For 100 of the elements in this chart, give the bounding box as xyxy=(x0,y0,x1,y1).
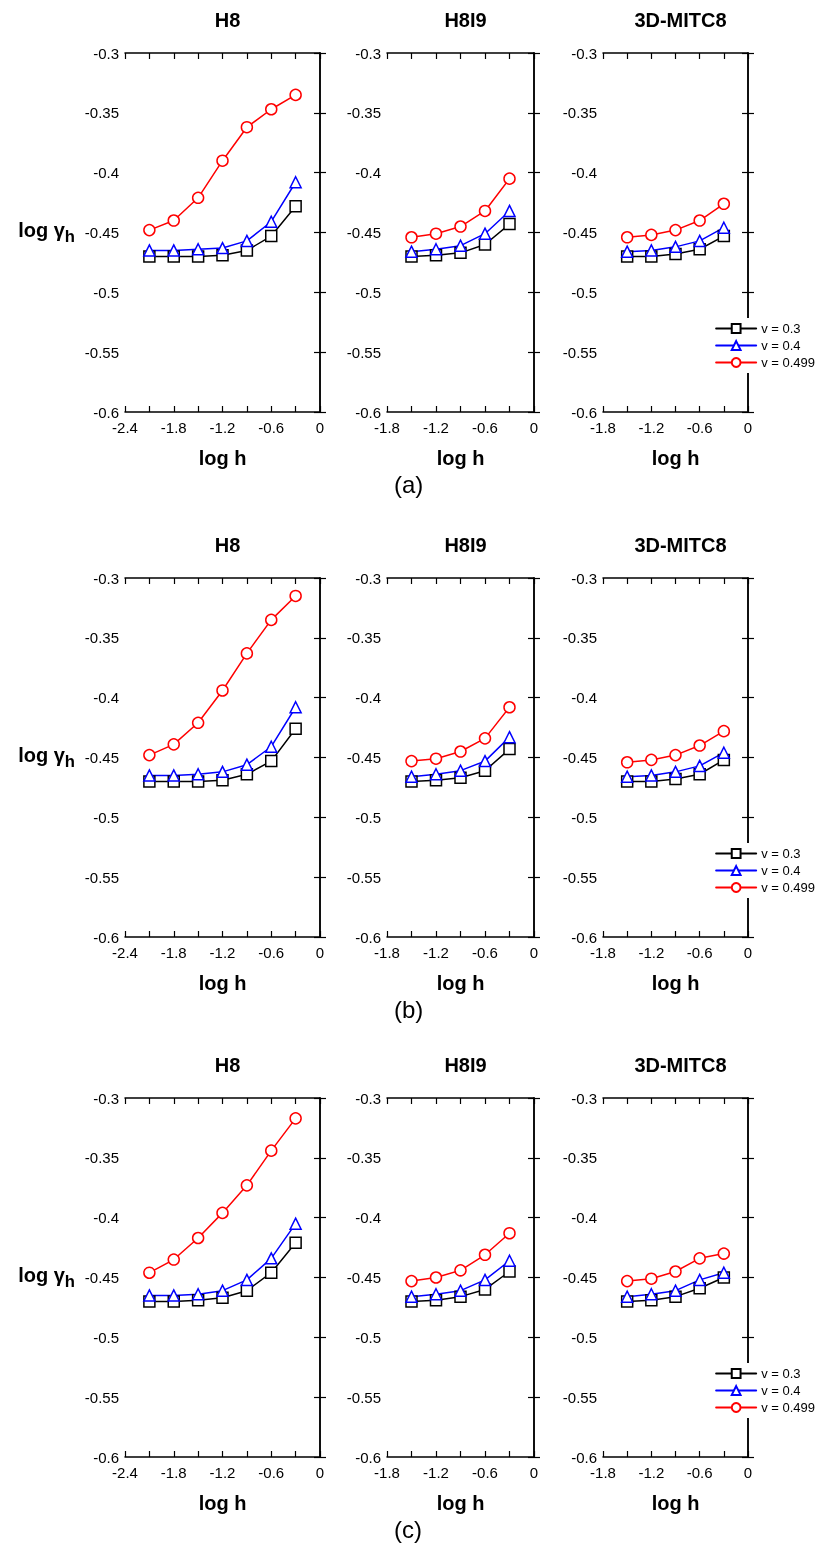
y-tick-label: -0.5 xyxy=(355,808,381,826)
legend-label: v = 0.499 xyxy=(761,355,816,370)
legend-label: v = 0.4 xyxy=(761,338,801,353)
x-tick-label: -0.6 xyxy=(686,944,713,961)
y-tick-label: -0.55 xyxy=(346,343,381,361)
x-tick-label: -1.2 xyxy=(423,419,449,436)
y-tick-label: -0.35 xyxy=(346,629,381,647)
y-tick-label: -0.4 xyxy=(355,1209,381,1227)
x-axis-title: log h xyxy=(198,447,247,469)
text: (a) xyxy=(394,470,424,498)
x-tick-label: -2.4 xyxy=(112,419,138,436)
y-tick-label: -0.55 xyxy=(84,1388,119,1406)
chart-title: H8 xyxy=(214,1054,241,1076)
y-tick-label: -0.3 xyxy=(93,569,119,587)
x-tick-label: 0 xyxy=(743,944,753,961)
x-tick-label: -1.8 xyxy=(374,1464,400,1481)
y-tick-label: -0.3 xyxy=(355,569,381,587)
y-tick-label: -0.35 xyxy=(562,629,597,647)
legend-label: v = 0.3 xyxy=(761,321,801,336)
y-tick-label: -0.45 xyxy=(346,749,381,766)
y-tick-label: -0.35 xyxy=(346,104,381,122)
y-tick-label: -0.3 xyxy=(571,569,597,587)
x-tick-label: -1.8 xyxy=(374,944,400,961)
x-axis-title: log h xyxy=(436,972,485,994)
chart-title: H8I9 xyxy=(444,1054,487,1076)
y-tick-label: -0.55 xyxy=(346,1388,381,1406)
legend-label: v = 0.4 xyxy=(761,863,801,878)
x-tick-label: 0 xyxy=(315,944,325,961)
y-tick-label: -0.6 xyxy=(93,928,119,946)
x-tick-label: -0.6 xyxy=(472,419,498,436)
y-tick-label: -0.3 xyxy=(571,44,597,62)
x-tick-label: 0 xyxy=(743,1464,753,1481)
x-tick-label: -1.2 xyxy=(209,419,236,436)
y-tick-label: -0.35 xyxy=(562,104,597,122)
x-tick-label: -1.8 xyxy=(590,944,616,961)
y-tick-label: -0.45 xyxy=(84,1269,119,1286)
x-tick-label: -1.2 xyxy=(209,1464,236,1481)
x-tick-label: -0.6 xyxy=(258,944,285,961)
legend-label: v = 0.499 xyxy=(761,880,816,895)
y-tick-label: -0.55 xyxy=(562,343,597,361)
y-tick-label: -0.45 xyxy=(84,749,119,766)
y-tick-label: -0.6 xyxy=(571,928,597,946)
y-axis-title: log γ$_{h}$ xyxy=(17,1263,75,1292)
y-tick-label: -0.35 xyxy=(84,104,119,122)
chart-title: 3D-MITC8 xyxy=(634,1054,727,1076)
y-tick-label: -0.3 xyxy=(571,1089,597,1107)
x-tick-label: -0.6 xyxy=(686,419,713,436)
text: (c) xyxy=(394,1515,422,1543)
x-axis-title: log h xyxy=(651,1492,700,1514)
y-tick-label: -0.3 xyxy=(355,44,381,62)
legend-label: v = 0.3 xyxy=(761,846,801,861)
y-tick-label: -0.45 xyxy=(84,224,119,241)
x-tick-label: -1.8 xyxy=(160,1464,187,1481)
y-tick-label: -0.4 xyxy=(93,1209,119,1227)
y-tick-label: -0.3 xyxy=(355,1089,381,1107)
y-tick-label: -0.55 xyxy=(562,1388,597,1406)
y-tick-label: -0.6 xyxy=(355,403,381,421)
x-tick-label: -0.6 xyxy=(686,1464,713,1481)
y-tick-label: -0.5 xyxy=(571,808,597,826)
legend-label: v = 0.499 xyxy=(761,1400,816,1415)
y-tick-label: -0.35 xyxy=(84,1149,119,1167)
y-tick-label: -0.45 xyxy=(346,1269,381,1286)
x-axis-title: log h xyxy=(198,972,247,994)
y-tick-label: -0.6 xyxy=(93,403,119,421)
x-axis-title: log h xyxy=(436,447,485,469)
chart-title: H8I9 xyxy=(444,9,487,31)
y-tick-label: -0.45 xyxy=(562,1269,597,1286)
x-axis-title: log h xyxy=(436,1492,485,1514)
y-tick-label: -0.4 xyxy=(355,689,381,707)
x-tick-label: 0 xyxy=(315,1464,325,1481)
y-axis-title: log γ$_{h}$ xyxy=(17,218,75,247)
chart-title: H8 xyxy=(214,9,241,31)
y-tick-label: -0.5 xyxy=(93,808,119,826)
y-tick-label: -0.45 xyxy=(562,224,597,241)
chart-title: H8I9 xyxy=(444,534,487,556)
chart-title: 3D-MITC8 xyxy=(634,534,727,556)
x-axis-title: log h xyxy=(651,447,700,469)
chart-title: H8 xyxy=(214,534,241,556)
y-axis-title: log γ$_{h}$ xyxy=(17,743,75,772)
y-tick-label: -0.5 xyxy=(355,1328,381,1346)
x-axis-title: log h xyxy=(198,1492,247,1514)
x-tick-label: -1.2 xyxy=(638,1464,665,1481)
y-tick-label: -0.4 xyxy=(355,164,381,182)
y-tick-label: -0.6 xyxy=(571,1448,597,1466)
y-tick-label: -0.45 xyxy=(562,749,597,766)
y-tick-label: -0.3 xyxy=(93,44,119,62)
x-axis-title: log h xyxy=(651,972,700,994)
x-tick-label: -1.2 xyxy=(638,944,665,961)
x-tick-label: -1.2 xyxy=(209,944,236,961)
x-tick-label: 0 xyxy=(529,1464,539,1481)
x-tick-label: -0.6 xyxy=(258,419,285,436)
x-tick-label: 0 xyxy=(743,419,753,436)
x-tick-label: -1.2 xyxy=(423,1464,449,1481)
y-tick-label: -0.4 xyxy=(571,1209,597,1227)
x-tick-label: -0.6 xyxy=(472,1464,498,1481)
x-tick-label: -1.8 xyxy=(590,1464,616,1481)
y-tick-label: -0.4 xyxy=(571,689,597,707)
text: (b) xyxy=(394,995,424,1023)
y-tick-label: -0.35 xyxy=(562,1149,597,1167)
y-tick-label: -0.55 xyxy=(84,343,119,361)
